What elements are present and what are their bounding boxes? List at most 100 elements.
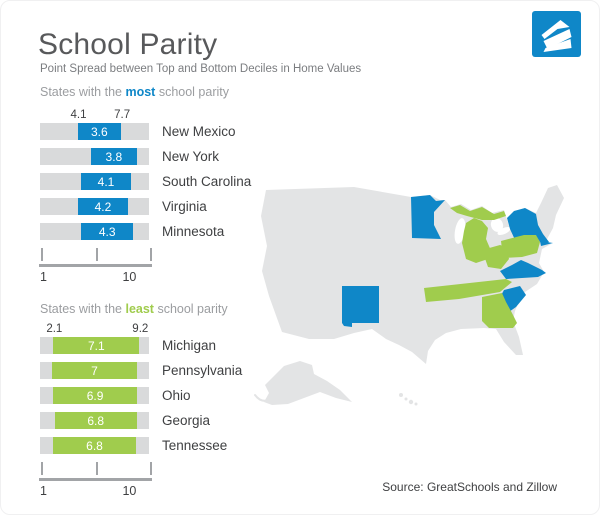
section-title-text: school parity <box>155 85 229 99</box>
state-label: Michigan <box>162 338 217 353</box>
chart-section-title: States with the least school parity <box>40 302 255 316</box>
bar-fill: 6.8 <box>54 412 137 429</box>
bar-track: 4.2 <box>40 198 149 215</box>
bar-rows: 3.6 New Mexico 3.8 New York 4.1 South Carolin… <box>40 123 255 240</box>
section-title-text: school parity <box>153 302 228 316</box>
bar-value-label: 4.2 <box>94 199 112 214</box>
bar-fill: 7.1 <box>53 337 140 354</box>
map-hawaii <box>399 393 418 406</box>
bar-row: 4.1 South Carolina <box>40 173 255 190</box>
state-label: Virginia <box>162 199 207 214</box>
great-lakes <box>454 218 511 244</box>
axis-ticks <box>39 248 152 261</box>
axis-min-label: 1 <box>40 484 47 498</box>
axis-tick <box>41 462 43 475</box>
bar-track: 6.9 <box>40 387 149 404</box>
map-state-new-mexico <box>342 286 379 327</box>
map-aleutian-islands <box>254 394 270 402</box>
us-map-svg <box>254 185 564 406</box>
bar-value-label: 3.8 <box>105 149 123 164</box>
axis-line <box>39 478 152 481</box>
state-label: South Carolina <box>162 174 252 189</box>
bar-fill: 7 <box>52 362 137 379</box>
map-state-georgia <box>482 293 517 328</box>
bar-row: 6.9 Ohio <box>40 387 255 404</box>
us-map <box>254 171 591 406</box>
bar-rows: 7.1 Michigan 7 Pennsylvania 6.9 Ohio 6.8 Georgi… <box>40 337 255 454</box>
bar-row: 3.8 New York <box>40 148 255 165</box>
page-title: School Parity <box>38 28 218 61</box>
scale-annotation: 2.1 <box>46 323 63 335</box>
axis-tick <box>95 462 98 475</box>
bar-value-label: 6.8 <box>87 413 105 428</box>
bar-row: 3.6 New Mexico <box>40 123 255 140</box>
axis-max-label: 10 <box>122 484 137 498</box>
axis-min-label: 1 <box>40 270 47 284</box>
bar-value-label: 6.9 <box>86 388 104 403</box>
axis-ticks <box>39 462 152 475</box>
bar-value-label: 4.3 <box>98 224 116 239</box>
bar-fill: 6.9 <box>53 387 137 404</box>
map-state-ohio <box>482 245 509 269</box>
axis-labels: 1 10 <box>39 270 152 286</box>
map-state-tennessee <box>424 279 512 302</box>
section-title-highlight: most <box>125 85 156 99</box>
bar-track: 4.3 <box>40 223 149 240</box>
axis-labels: 1 10 <box>39 484 152 500</box>
axis-line <box>39 264 152 267</box>
bar-value-label: 3.6 <box>90 124 108 139</box>
lake-erie <box>497 226 511 236</box>
bar-fill: 6.8 <box>53 437 136 454</box>
bar-row: 7.1 Michigan <box>40 337 255 354</box>
state-label: Georgia <box>162 413 211 428</box>
bar-fill: 3.8 <box>90 148 137 165</box>
bar-fill: 4.2 <box>77 198 129 215</box>
axis-tick <box>95 248 98 261</box>
section-title-text: States with the <box>40 85 126 99</box>
chart-axis: 1 10 <box>39 248 152 286</box>
bar-row: 4.2 Virginia <box>40 198 255 215</box>
map-alaska <box>264 361 352 405</box>
lake-michigan <box>454 218 466 244</box>
bar-track: 7 <box>40 362 149 379</box>
zillow-z-icon <box>541 20 572 52</box>
bar-value-label: 6.8 <box>86 438 103 453</box>
map-state-virginia <box>500 260 546 279</box>
bar-fill: 3.6 <box>77 123 122 140</box>
bar-row: 6.8 Tennessee <box>40 437 255 454</box>
axis-tick <box>150 462 152 475</box>
map-state-michigan <box>450 205 506 263</box>
bar-value-label: 7 <box>91 363 98 378</box>
map-state-minnesota <box>411 195 445 239</box>
section-title-highlight: least <box>125 302 154 316</box>
bar-track: 6.8 <box>40 437 149 454</box>
state-label: Pennsylvania <box>162 363 243 378</box>
scale-annotations: 2.1 9.2 <box>41 323 150 337</box>
chart-section-title: States with the most school parity <box>40 85 255 99</box>
map-state-pennsylvania <box>501 235 540 258</box>
zillow-logo <box>532 11 581 57</box>
bar-track: 3.8 <box>40 148 149 165</box>
bar-value-label: 7.1 <box>87 338 105 353</box>
chart-most-parity: States with the most school parity 4.1 7.… <box>39 85 255 286</box>
bar-track: 4.1 <box>40 173 149 190</box>
scale-annotations: 4.1 7.7 <box>41 109 150 123</box>
bar-row: 6.8 Georgia <box>40 412 255 429</box>
bar-fill: 4.3 <box>81 223 134 240</box>
axis-max-label: 10 <box>122 270 137 284</box>
scale-annotation: 4.1 <box>70 109 87 121</box>
chart-axis: 1 10 <box>39 462 152 500</box>
scale-annotation: 7.7 <box>114 109 131 121</box>
bar-row: 4.3 Minnesota <box>40 223 255 240</box>
page-subtitle: Point Spread between Top and Bottom Deci… <box>40 63 362 75</box>
source-credit: Source: GreatSchools and Zillow <box>382 480 557 494</box>
bar-track: 3.6 <box>40 123 149 140</box>
bar-track: 7.1 <box>40 337 149 354</box>
state-label: Ohio <box>162 388 191 403</box>
bar-value-label: 4.1 <box>97 174 115 189</box>
bar-fill: 4.1 <box>81 173 131 190</box>
axis-tick <box>150 248 152 261</box>
chart-least-parity: States with the least school parity 2.1 9… <box>39 302 255 500</box>
state-label: New Mexico <box>162 124 236 139</box>
